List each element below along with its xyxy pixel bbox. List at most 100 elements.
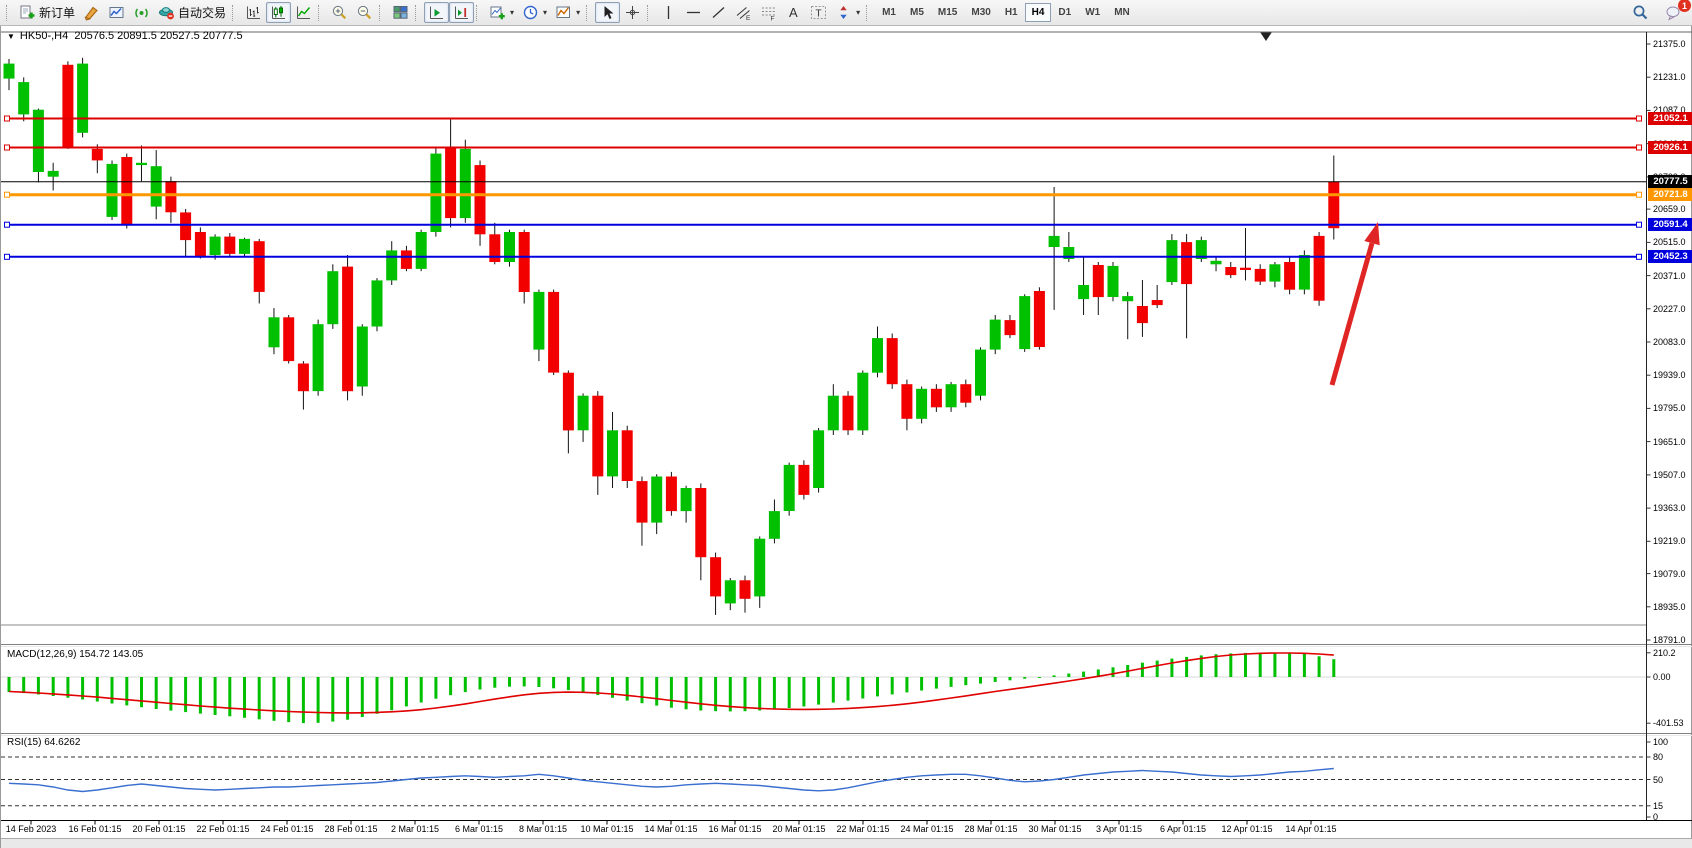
templates-icon [555, 4, 572, 21]
timeframe-M5-button[interactable]: M5 [910, 7, 924, 18]
line-chart-button[interactable] [291, 2, 316, 23]
chart-window: ▼ HK50-,H4 20576.5 20891.5 20527.5 20777.… [0, 26, 1692, 848]
macd-label: MACD(12,26,9) 154.72 143.05 [7, 649, 144, 660]
svg-text:T: T [816, 9, 822, 20]
crayon-button[interactable] [79, 2, 104, 23]
rsi-axis-label: 15 [1653, 800, 1664, 811]
toolbar-grip [379, 4, 384, 21]
crayon-icon [83, 4, 100, 21]
auto-scroll-button[interactable] [424, 2, 450, 23]
x-axis-label: 6 Mar 01:15 [454, 824, 504, 834]
toolbar-grip [586, 4, 591, 21]
x-axis-label: 24 Feb 01:15 [260, 824, 314, 834]
notifications-button[interactable]: 1 [1661, 0, 1691, 23]
signal-icon [133, 4, 150, 21]
crosshair-button[interactable] [620, 2, 645, 23]
tile-windows-button[interactable] [388, 2, 413, 23]
x-axis-label: 3 Apr 01:15 [1095, 824, 1143, 834]
timeframe-M1-button[interactable]: M1 [882, 7, 896, 18]
zoom-in-button[interactable] [327, 2, 352, 23]
macd-axis-label: -401.53 [1653, 718, 1684, 729]
y-axis-label: 20083.0 [1653, 337, 1686, 347]
cursor-button[interactable] [595, 2, 621, 23]
toolbar-grip [647, 4, 652, 21]
price-badge: 20721.8 [1648, 188, 1692, 202]
rsi-indicator [1, 756, 1647, 807]
zoom-in-icon [331, 4, 348, 21]
fibonacci-icon: F [760, 4, 777, 21]
current-price-badge: 20777.5 [1648, 175, 1692, 189]
svg-text:A: A [789, 5, 798, 20]
fibonacci-button[interactable]: F [756, 2, 781, 23]
x-axis-label: 30 Mar 01:15 [1028, 824, 1082, 834]
toolbar-grip [318, 4, 323, 21]
autotrading-icon [158, 4, 175, 21]
chart-symbol: HK50-,H4 [19, 30, 69, 42]
text-label-button[interactable]: T [806, 2, 831, 23]
svg-text:E: E [746, 15, 751, 21]
timeframe-D1-button[interactable]: D1 [1058, 7, 1072, 18]
periods-button[interactable]: ▾ [518, 2, 551, 23]
trend-arrow-annotation[interactable] [1329, 222, 1380, 386]
indicators-button[interactable]: ▾ [485, 2, 518, 23]
new-order-button[interactable]: 新订单 [15, 2, 79, 23]
y-axis-label: 19079.0 [1653, 568, 1686, 579]
timeframe-MN-button[interactable]: MN [1114, 7, 1130, 18]
timeframe-H4-button[interactable]: H4 [1024, 3, 1052, 22]
y-axis-label: 21375.0 [1653, 39, 1686, 49]
rsi-axis-label: 0 [1653, 812, 1659, 822]
chart-frames [1, 31, 1692, 825]
x-axis-label: 12 Apr 01:15 [1221, 824, 1273, 834]
chart-plot[interactable] [1, 26, 1692, 848]
chart-shift-icon [453, 4, 470, 21]
text-button[interactable]: A [781, 2, 806, 23]
timeframe-M15-button[interactable]: M15 [937, 7, 958, 18]
toolbar-grip [232, 4, 237, 21]
search-icon [1632, 4, 1649, 21]
bar-chart-button[interactable] [241, 2, 266, 23]
vertical-line-button[interactable] [656, 2, 681, 23]
templates-button[interactable]: ▾ [551, 2, 584, 23]
y-axis-label: 19651.0 [1653, 436, 1686, 447]
rsi-axis-label: 100 [1653, 737, 1669, 747]
zoom-out-button[interactable] [352, 2, 377, 23]
price-badge: 21052.1 [1648, 112, 1692, 125]
x-axis-label: 20 Feb 01:15 [132, 824, 186, 834]
equidistant-channel-button[interactable]: E [731, 2, 756, 23]
chart-ohlc: 20576.5 20891.5 20527.5 20777.5 [74, 30, 243, 42]
toolbar-grip [415, 4, 420, 21]
timeframe-M30-button[interactable]: M30 [971, 7, 991, 18]
x-axis-label: 14 Mar 01:15 [644, 824, 698, 834]
autotrading-button[interactable]: 自动交易 [154, 2, 230, 23]
y-axis-label: 21231.0 [1653, 72, 1686, 83]
signal-button[interactable] [129, 2, 154, 23]
timeframe-H1-button[interactable]: H1 [1004, 7, 1018, 18]
status-strip [1, 838, 1692, 848]
candlestick-button[interactable] [266, 2, 292, 23]
chart-window-icon [108, 4, 125, 21]
arrows-icon [835, 4, 852, 21]
macd-indicator [1, 652, 1647, 724]
chart-shift-marker-icon[interactable] [1260, 32, 1272, 41]
zoom-out-icon [356, 4, 373, 21]
price-badge: 20591.4 [1648, 218, 1692, 232]
arrows-button[interactable]: ▾ [831, 2, 864, 23]
notification-count-badge: 1 [1678, 0, 1691, 12]
chart-shift-button[interactable] [449, 2, 475, 23]
chart-window-button[interactable] [104, 2, 129, 23]
horizontal-line-objects[interactable] [4, 115, 1643, 260]
x-axis-label: 28 Feb 01:15 [324, 824, 378, 834]
periods-icon [522, 4, 539, 21]
x-axis-label: 20 Mar 01:15 [772, 824, 826, 834]
chart-menu-triangle-icon[interactable]: ▼ [7, 32, 15, 41]
dropdown-caret-icon: ▾ [576, 8, 581, 17]
horizontal-line-button[interactable] [681, 2, 706, 23]
trendline-button[interactable] [706, 2, 731, 23]
new-order-icon [19, 4, 36, 21]
x-axis-label: 28 Mar 01:15 [964, 824, 1018, 834]
x-axis-label: 14 Feb 2023 [5, 824, 57, 834]
y-axis-label: 21087.0 [1653, 105, 1686, 116]
y-axis-label: 19219.0 [1653, 536, 1686, 547]
search-button[interactable] [1628, 2, 1653, 23]
timeframe-W1-button[interactable]: W1 [1085, 7, 1101, 18]
